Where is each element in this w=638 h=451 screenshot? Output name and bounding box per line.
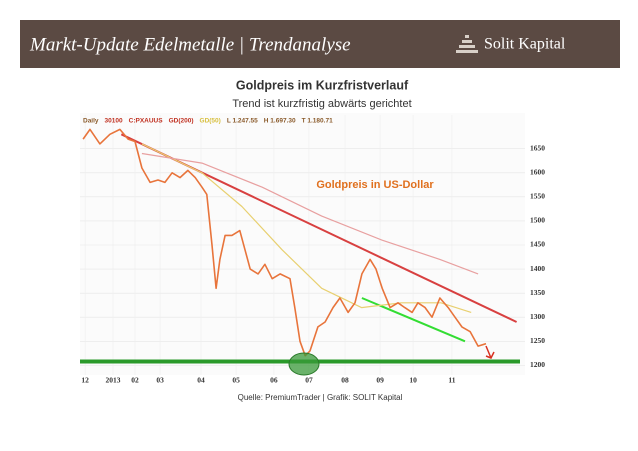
y-tick-label: 1650 <box>530 143 545 152</box>
series-line <box>141 152 479 275</box>
x-tick-label: 12 <box>81 376 89 385</box>
y-tick-label: 1500 <box>530 216 545 225</box>
x-tick-label: 11 <box>448 376 455 385</box>
legend-item: GD(200) <box>169 118 194 125</box>
arrow <box>485 345 495 359</box>
legend-item: T 1.180.71 <box>302 118 333 125</box>
logo <box>456 35 478 53</box>
x-tick-label: 03 <box>156 376 164 385</box>
x-tick-label: 07 <box>305 376 313 385</box>
chart-subtitle: Trend ist kurzfristig abwärts gerichtet <box>232 98 411 110</box>
series-line <box>82 128 487 357</box>
plot-area <box>80 113 525 375</box>
chart-title: Goldpreis im Kurzfristverlauf <box>236 78 409 92</box>
y-tick-label: 1450 <box>530 240 545 249</box>
legend-item: H 1.697.30 <box>264 118 296 125</box>
y-tick-label: 1250 <box>530 336 545 345</box>
header-title: Markt-Update Edelmetalle | Trendanalyse <box>29 34 351 55</box>
y-tick-label: 1600 <box>530 167 545 176</box>
x-tick-label: 09 <box>376 376 384 385</box>
header-bar <box>20 20 620 68</box>
x-tick-label: 06 <box>270 376 278 385</box>
x-tick-label: 04 <box>197 376 205 385</box>
legend-item: L 1.247.55 <box>227 118 258 125</box>
y-tick-label: 1400 <box>530 264 545 273</box>
legend-item: GD(50) <box>200 118 221 125</box>
y-tick-label: 1300 <box>530 312 545 321</box>
legend-item: C:PXAUUS <box>129 118 164 125</box>
x-tick-label: 08 <box>341 376 349 385</box>
plot: 1200 1250 1300 1350 1400 1450 1500 1550 1600 1650… <box>80 115 545 385</box>
y-tick-label: 1550 <box>530 192 545 201</box>
brand: Solit Kapital <box>484 36 566 53</box>
x-tick-label: 10 <box>409 376 417 385</box>
highlight-circle <box>288 352 320 376</box>
y-tick-label: 1200 <box>530 360 545 369</box>
annotation: Goldpreis in US-Dollar <box>316 179 434 191</box>
x-tick-label: 05 <box>232 376 240 385</box>
y-tick-label: 1350 <box>530 288 545 297</box>
series-line <box>141 143 472 313</box>
source: Quelle: PremiumTrader | Grafik: SOLIT Ka… <box>238 393 403 402</box>
legend-item: Daily <box>83 118 99 125</box>
x-tick-label: 02 <box>131 376 139 385</box>
x-tick-label: 2013 <box>106 376 121 385</box>
legend-item: 30100 <box>105 118 123 125</box>
